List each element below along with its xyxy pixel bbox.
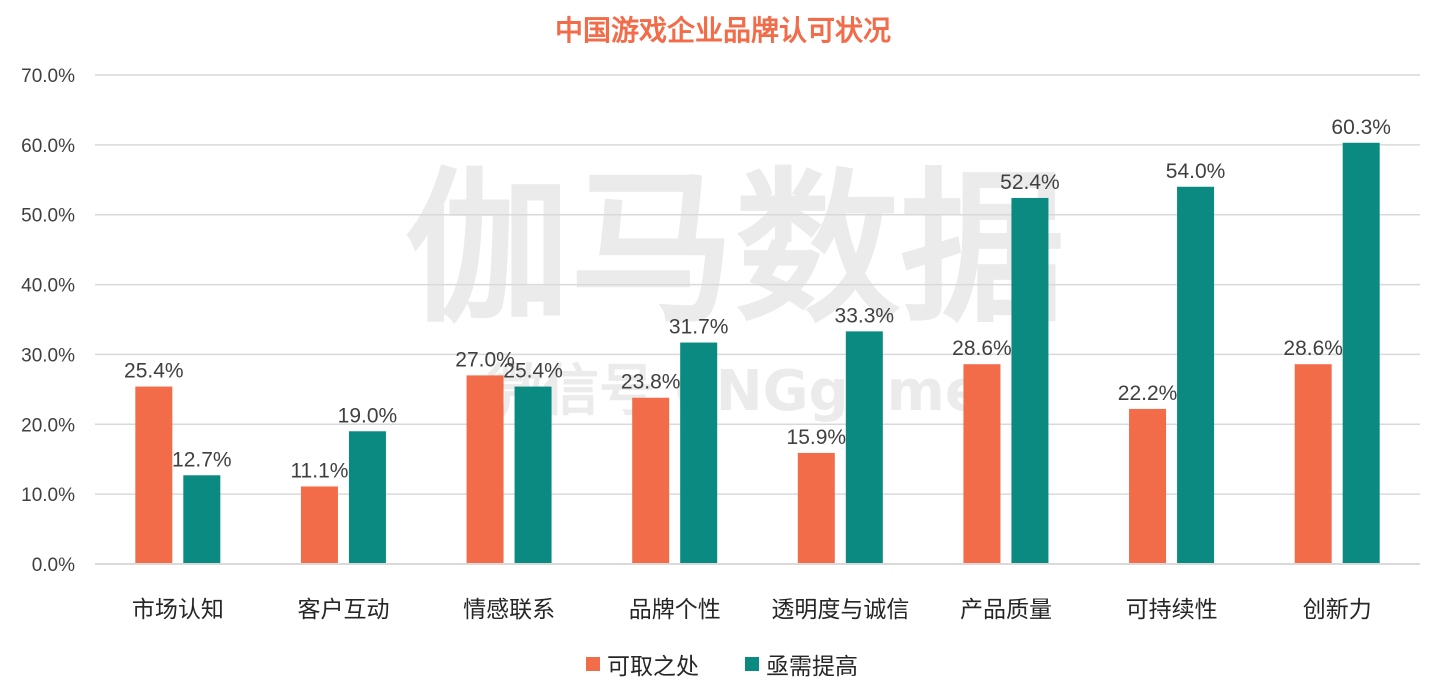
x-tick-label: 客户互动 xyxy=(297,597,389,623)
bar-series2 xyxy=(514,386,552,564)
x-axis: 市场认知 客户互动 情感联系 品牌个性 透明度与诚信 产品质量 可持续性 创新力 xyxy=(95,563,1420,623)
bar-series1 xyxy=(1129,408,1167,564)
data-label: 31.7% xyxy=(669,316,729,339)
legend-label: 亟需提高 xyxy=(766,654,858,680)
bar-series1 xyxy=(797,452,835,564)
data-label: 33.3% xyxy=(835,304,895,327)
bar-series1 xyxy=(135,386,173,564)
y-axis: 0.0% 10.0% 20.0% 30.0% 40.0% 50.0% 60.0% 70.0% xyxy=(21,66,75,576)
data-label: 11.1% xyxy=(290,459,348,482)
watermark: 伽马数据 微信号 CNGgame xyxy=(405,153,1065,424)
y-tick-label: 60.0% xyxy=(21,136,75,157)
bar-series2 xyxy=(348,431,386,564)
x-tick-label: 品牌个性 xyxy=(629,597,721,623)
x-tick-label: 可持续性 xyxy=(1126,597,1218,623)
data-label: 28.6% xyxy=(1283,337,1343,360)
bar-series2 xyxy=(183,475,221,564)
data-label: 27.0% xyxy=(455,348,515,371)
data-label: 25.4% xyxy=(503,360,563,383)
data-label: 52.4% xyxy=(1000,171,1060,194)
y-tick-label: 70.0% xyxy=(21,66,75,87)
data-label: 15.9% xyxy=(787,426,847,449)
y-tick-label: 10.0% xyxy=(21,485,75,506)
data-label: 60.3% xyxy=(1331,116,1391,139)
legend-label: 可取之处 xyxy=(607,654,699,680)
bar-series2 xyxy=(845,331,883,564)
watermark-main: 伽马数据 xyxy=(405,153,1065,345)
bars xyxy=(135,142,1380,565)
y-tick-label: 20.0% xyxy=(21,415,75,436)
bar-series1 xyxy=(963,364,1001,564)
data-label: 25.4% xyxy=(124,360,184,383)
data-label: 28.6% xyxy=(952,337,1012,360)
data-labels: 25.4%12.7% 11.1%19.0%27.0%25.4% 23.8%31.7%… xyxy=(124,116,1391,483)
data-label: 23.8% xyxy=(621,371,681,394)
y-tick-label: 0.0% xyxy=(32,555,75,576)
chart-title: 中国游戏企业品牌认可状况 xyxy=(555,14,891,47)
bar-series2 xyxy=(1011,197,1049,564)
y-tick-label: 50.0% xyxy=(21,206,75,227)
legend: 可取之处 亟需提高 xyxy=(586,654,858,680)
legend-swatch xyxy=(745,657,759,671)
bar-series1 xyxy=(632,397,670,564)
bar-series2 xyxy=(1342,142,1380,565)
data-label: 22.2% xyxy=(1118,382,1178,405)
bar-series1 xyxy=(300,486,338,564)
bar-series2 xyxy=(1177,186,1215,564)
x-tick-label: 创新力 xyxy=(1303,597,1372,623)
x-tick-label: 产品质量 xyxy=(960,597,1052,623)
x-tick-label: 透明度与诚信 xyxy=(771,597,909,623)
data-label: 54.0% xyxy=(1166,160,1226,183)
data-label: 19.0% xyxy=(338,404,398,427)
x-tick-label: 市场认知 xyxy=(132,597,224,623)
watermark-sub: 微信号 CNGgame xyxy=(486,359,983,424)
legend-swatch xyxy=(586,657,600,671)
x-tick-label: 情感联系 xyxy=(463,597,555,623)
y-tick-label: 30.0% xyxy=(21,345,75,366)
bar-series1 xyxy=(1294,364,1332,564)
y-tick-label: 40.0% xyxy=(21,276,75,297)
data-label: 12.7% xyxy=(172,448,232,471)
bar-series1 xyxy=(466,375,504,564)
bar-series2 xyxy=(680,342,718,564)
